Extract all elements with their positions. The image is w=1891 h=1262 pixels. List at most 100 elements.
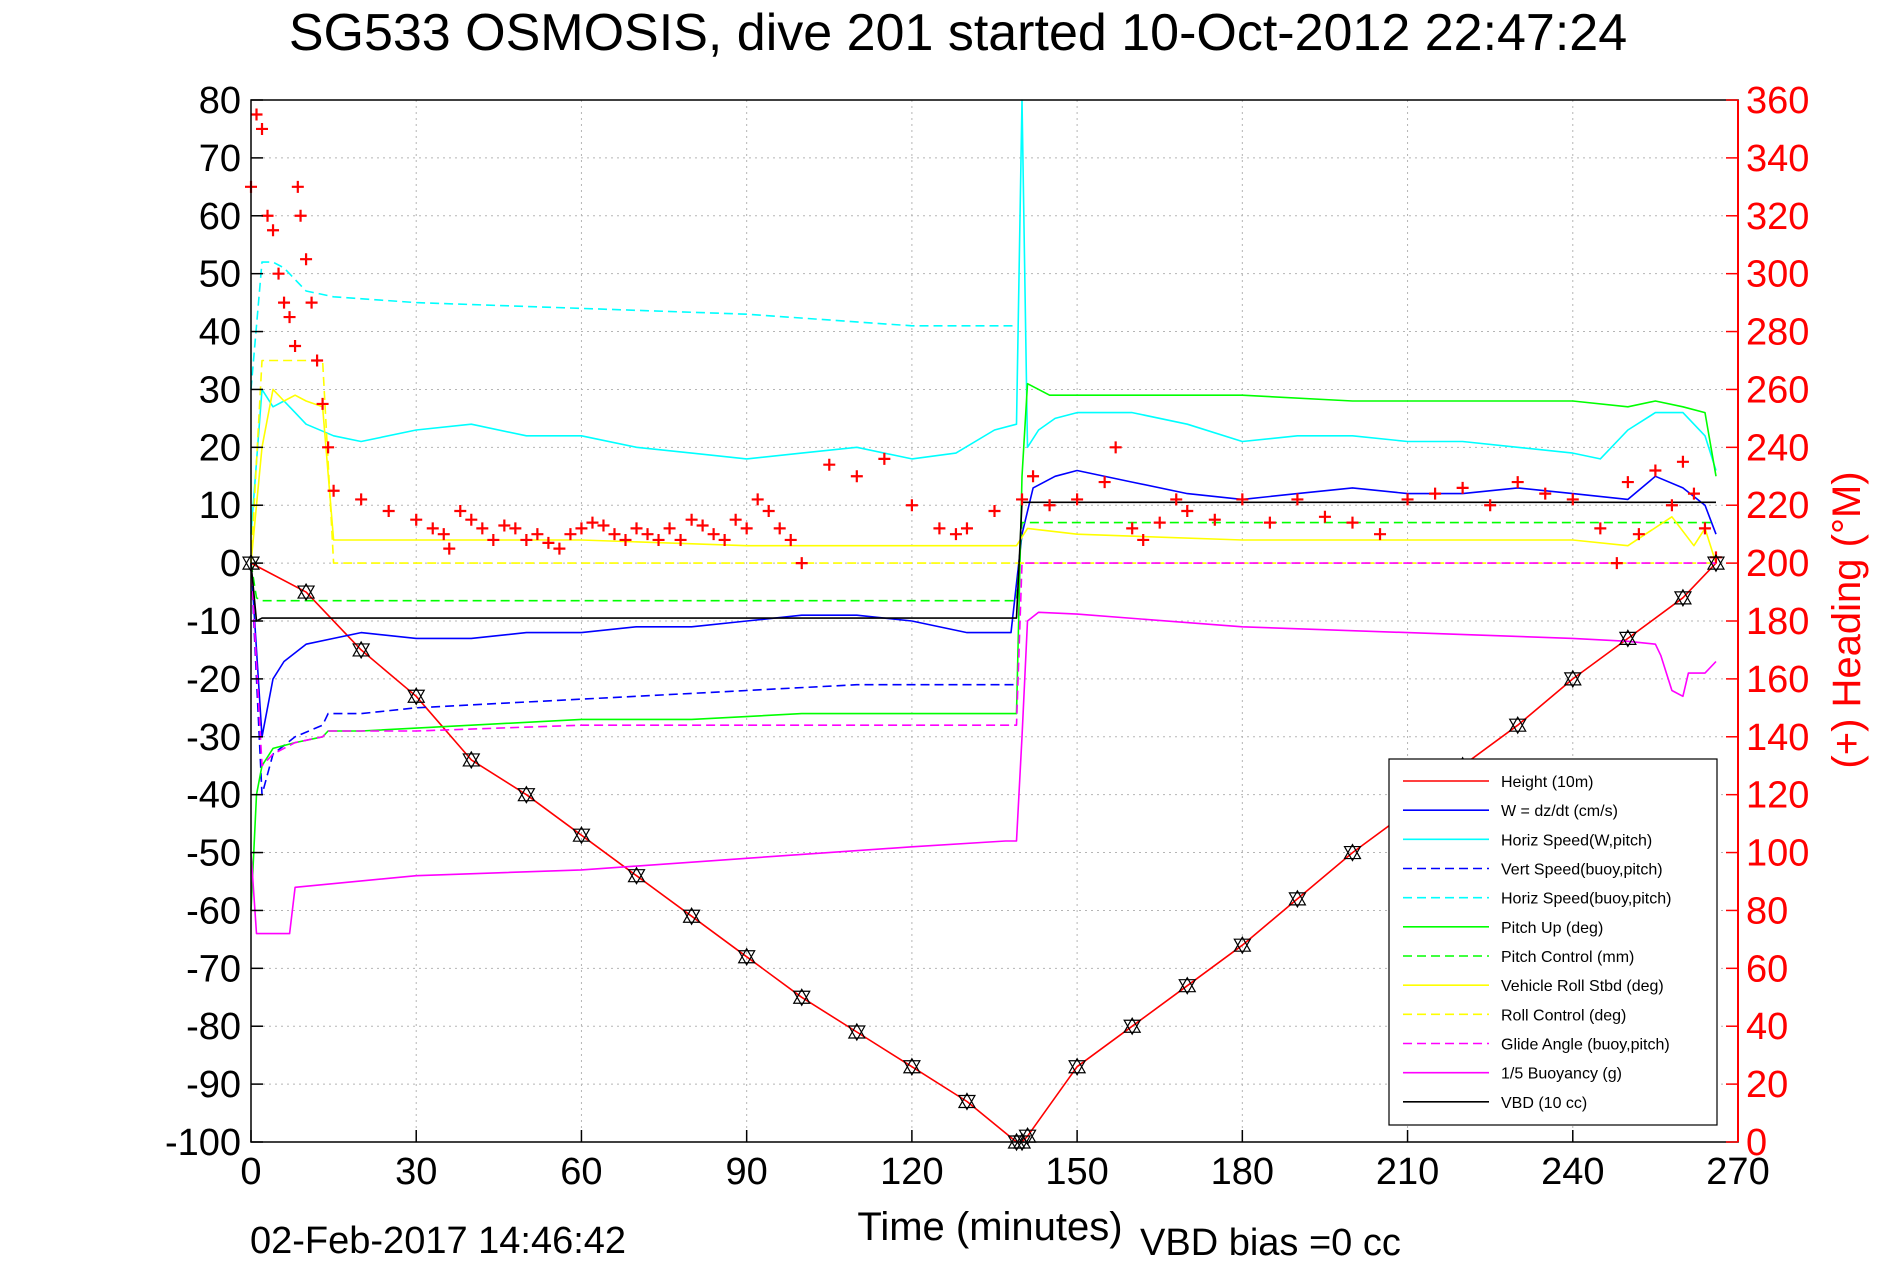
heading-point bbox=[1109, 441, 1122, 454]
heading-point bbox=[311, 354, 324, 367]
heading-point bbox=[1566, 493, 1579, 506]
heading-point bbox=[1429, 487, 1442, 500]
depth-marker bbox=[1178, 976, 1197, 995]
heading-point bbox=[1374, 528, 1387, 541]
depth-marker bbox=[572, 825, 591, 845]
depth-marker bbox=[1508, 715, 1527, 735]
depth-markers bbox=[241, 553, 1726, 1152]
heading-point bbox=[1126, 522, 1139, 535]
heading-point bbox=[740, 522, 753, 535]
heading-point bbox=[294, 209, 307, 222]
x-tick-label: 0 bbox=[240, 1151, 261, 1193]
heading-point bbox=[1263, 516, 1276, 529]
heading-point bbox=[1208, 513, 1221, 526]
heading-point bbox=[707, 528, 720, 541]
heading-point bbox=[520, 533, 533, 546]
depth-marker bbox=[462, 750, 481, 770]
x-tick-label: 120 bbox=[880, 1151, 943, 1193]
y-tick-label: -80 bbox=[186, 1006, 241, 1048]
legend-entry-label: W = dz/dt (cm/s) bbox=[1501, 803, 1618, 820]
heading-point bbox=[773, 522, 786, 535]
heading-point bbox=[988, 505, 1001, 518]
heading-point bbox=[1610, 557, 1623, 570]
y-tick-label: -100 bbox=[165, 1122, 241, 1164]
heading-point bbox=[1236, 493, 1249, 506]
heading-point bbox=[250, 108, 263, 121]
heading-point bbox=[1098, 476, 1111, 489]
y-tick-label: 30 bbox=[199, 369, 241, 411]
y-right-tick-label: 20 bbox=[1746, 1064, 1788, 1106]
x-tick-label: 270 bbox=[1706, 1151, 1769, 1193]
heading-point bbox=[443, 542, 456, 555]
x-tick-label: 60 bbox=[560, 1151, 602, 1193]
heading-point bbox=[586, 516, 599, 529]
heading-point bbox=[1318, 510, 1331, 523]
y-tick-label: -40 bbox=[186, 775, 241, 817]
y-right-tick-label: 40 bbox=[1746, 1006, 1788, 1048]
depth-marker bbox=[1343, 843, 1362, 862]
heading-point bbox=[476, 522, 489, 535]
heading-point bbox=[630, 522, 643, 535]
y-right-tick-label: 260 bbox=[1746, 369, 1809, 411]
depth-marker bbox=[957, 1092, 976, 1111]
depth-marker bbox=[792, 988, 811, 1007]
y-tick-label: 40 bbox=[199, 312, 241, 354]
x-tick-label: 150 bbox=[1045, 1151, 1108, 1193]
heading-point bbox=[553, 542, 566, 555]
heading-point bbox=[878, 452, 891, 465]
heading-point bbox=[437, 528, 450, 541]
y-tick-label: -60 bbox=[186, 890, 241, 932]
depth-marker bbox=[682, 907, 701, 926]
y-right-tick-label: 140 bbox=[1746, 717, 1809, 759]
heading-point bbox=[267, 224, 280, 237]
heading-point bbox=[291, 180, 304, 193]
heading-point bbox=[1687, 487, 1700, 500]
y-tick-label: -70 bbox=[186, 948, 241, 990]
heading-point bbox=[1665, 499, 1678, 512]
y-right-tick-label: 320 bbox=[1746, 196, 1809, 238]
heading-point bbox=[597, 519, 610, 532]
y-right-tick-label: 340 bbox=[1746, 138, 1809, 180]
heading-point bbox=[905, 499, 918, 512]
y-right-tick-label: 240 bbox=[1746, 427, 1809, 469]
legend-entry-label: Vert Speed(buoy,pitch) bbox=[1501, 862, 1663, 879]
heading-point bbox=[487, 533, 500, 546]
legend-entry-label: Horiz Speed(W,pitch) bbox=[1501, 832, 1652, 849]
heading-point bbox=[1016, 493, 1029, 506]
y-right-tick-label: 60 bbox=[1746, 948, 1788, 990]
depth-marker bbox=[352, 640, 371, 660]
y-right-tick-label: 100 bbox=[1746, 833, 1809, 875]
heading-point bbox=[933, 522, 946, 535]
x-axis-label: Time (minutes) bbox=[857, 1205, 1122, 1249]
heading-point bbox=[1456, 481, 1469, 494]
heading-point bbox=[1170, 493, 1183, 506]
y-tick-label: -30 bbox=[186, 717, 241, 759]
heading-point bbox=[1346, 516, 1359, 529]
heading-point bbox=[1153, 516, 1166, 529]
depth-marker bbox=[1288, 889, 1307, 909]
legend-box bbox=[1388, 758, 1718, 1126]
y-tick-label: 70 bbox=[199, 138, 241, 180]
heading-point bbox=[542, 536, 555, 549]
y-right-tick-label: 300 bbox=[1746, 254, 1809, 296]
heading-point bbox=[685, 513, 698, 526]
y-right-tick-label: 360 bbox=[1746, 80, 1809, 122]
heading-point bbox=[1698, 522, 1711, 535]
legend-entry-label: VBD (10 cc) bbox=[1501, 1095, 1587, 1112]
heading-point bbox=[454, 505, 467, 518]
x-tick-label: 240 bbox=[1541, 1151, 1604, 1193]
heading-point bbox=[531, 528, 544, 541]
y-right-tick-label: 280 bbox=[1746, 312, 1809, 354]
heading-point bbox=[327, 484, 340, 497]
heading-point bbox=[641, 528, 654, 541]
chart-title: SG533 OSMOSIS, dive 201 started 10-Oct-2… bbox=[289, 4, 1627, 62]
heading-point bbox=[261, 209, 274, 222]
heading-point bbox=[1649, 464, 1662, 477]
depth-marker bbox=[517, 785, 536, 804]
footer-date: 02-Feb-2017 14:46:42 bbox=[250, 1220, 626, 1262]
x-axis-ticks: 0 30 60 90 120 150 180 210 240 270 bbox=[240, 1130, 1770, 1193]
y-right-tick-label: 200 bbox=[1746, 543, 1809, 585]
y-axis-right-ticks: 0 20 40 60 80 100 120 140 160 180 200 220 240 260 280 3… bbox=[1726, 80, 1809, 1164]
depth-marker bbox=[1563, 669, 1582, 689]
heading-point bbox=[784, 533, 797, 546]
